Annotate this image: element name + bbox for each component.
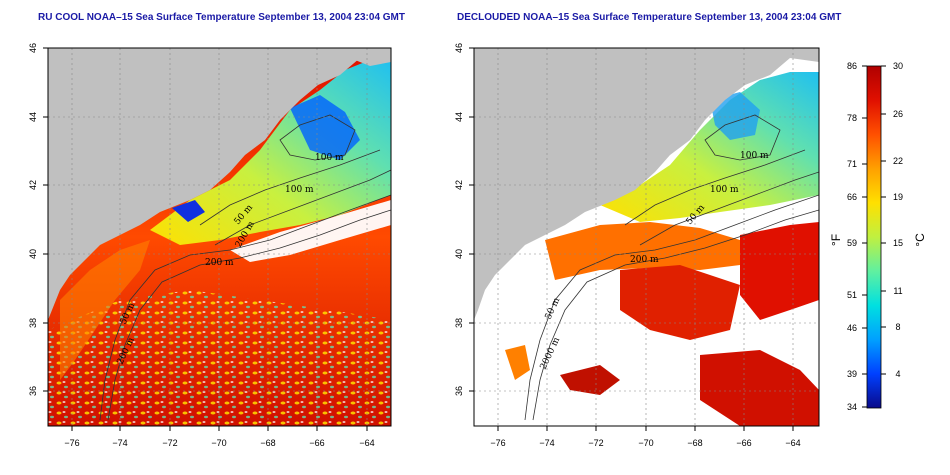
left-lon-tick: −66 xyxy=(309,438,324,448)
left-lon-tick: −76 xyxy=(64,438,79,448)
colorbar-tick-f: 39 xyxy=(847,369,857,379)
left-lon-tick: −72 xyxy=(162,438,177,448)
colorbar-tick-c: 19 xyxy=(893,192,903,202)
left-map-label-100m-gulf: 100 m xyxy=(315,153,344,163)
colorbar-tick-c: 22 xyxy=(893,156,903,166)
right-lat-tick: 36 xyxy=(454,386,464,396)
right-lat-tick: 44 xyxy=(454,112,464,122)
colorbar-unit-celsius: °C xyxy=(913,233,927,247)
right-map-warm-east xyxy=(740,222,819,320)
right-lat-tick: 40 xyxy=(454,249,464,259)
colorbar-gradient xyxy=(866,65,882,409)
left-lat-tick: 38 xyxy=(28,318,38,328)
right-map-label-100m: 100 m xyxy=(710,185,739,195)
colorbar-unit-fahrenheit: °F xyxy=(829,234,843,246)
right-lon-tick: −72 xyxy=(588,438,603,448)
right-map-land xyxy=(474,48,819,320)
left-map-cloud-band xyxy=(230,200,391,262)
left-map-cold-core xyxy=(290,95,360,160)
colorbar-tick-c: 4 xyxy=(895,369,900,379)
right-map-cold-core xyxy=(710,92,760,140)
left-map-contour-200m xyxy=(99,194,391,421)
right-map-grid xyxy=(474,48,819,426)
right-map-warm-center xyxy=(620,265,740,340)
left-map-land xyxy=(48,48,391,320)
left-lon-tick: −74 xyxy=(112,438,127,448)
colorbar-tick-c: 26 xyxy=(893,109,903,119)
colorbar-tick-c: 8 xyxy=(895,322,900,332)
colorbar-tick-f: 59 xyxy=(847,238,857,248)
left-map-nova-scotia xyxy=(330,48,391,66)
colorbar-tick-f: 66 xyxy=(847,192,857,202)
left-map-contour-100m xyxy=(214,169,391,246)
right-map-label-100m-gulf: 100 m xyxy=(740,151,769,161)
colorbar-tick-c: 11 xyxy=(893,286,902,296)
right-map-warm-south xyxy=(700,350,819,426)
right-map-contour-200m xyxy=(524,194,819,421)
colorbar-tick-f: 71 xyxy=(847,159,857,169)
colorbar-tick-c: 30 xyxy=(893,61,903,71)
left-map-contour-50m xyxy=(199,149,381,226)
colorbar-tick-f: 51 xyxy=(847,290,857,300)
colorbar: 86 78 71 66 59 51 46 39 34 30 26 22 19 1… xyxy=(829,61,927,412)
left-map-label-100m: 100 m xyxy=(285,185,314,195)
colorbar-tick-f: 34 xyxy=(847,402,857,412)
right-lat-tick: 46 xyxy=(454,43,464,53)
left-lat-tick: 42 xyxy=(28,180,38,190)
left-map-mid-atlantic-shelf xyxy=(60,240,150,380)
right-map-label-200m: 200 m xyxy=(630,255,659,265)
colorbar-tick-f: 86 xyxy=(847,61,857,71)
left-lat-tick: 40 xyxy=(28,249,38,259)
left-lat-tick: 36 xyxy=(28,386,38,396)
left-lat-tick: 46 xyxy=(28,43,38,53)
right-map-warm-sw xyxy=(560,365,620,395)
right-map-nearshore xyxy=(505,345,530,380)
right-lon-tick: −76 xyxy=(490,438,505,448)
left-map-axes: −76 −74 −72 −70 −68 −66 −64 36 38 40 42 … xyxy=(28,43,375,448)
right-lon-tick: −66 xyxy=(736,438,751,448)
left-map: 100 m 100 m 50 m 200 m 200 m 50 m 200 m xyxy=(48,48,391,426)
right-lon-tick: −74 xyxy=(539,438,554,448)
left-map-cold-patch xyxy=(172,200,205,222)
colorbar-tick-c: 15 xyxy=(893,238,903,248)
right-map-contour-2000m xyxy=(532,209,819,421)
right-lon-tick: −70 xyxy=(638,438,653,448)
left-map-label-200m: 200 m xyxy=(205,258,234,268)
right-map-axes: −76 −74 −72 −70 −68 −66 −64 36 38 40 42 … xyxy=(454,43,801,448)
left-lon-tick: −70 xyxy=(211,438,226,448)
right-map: 100 m 100 m 50 m 200 m 50 m 2000 m xyxy=(474,48,819,426)
left-map-contour-2000m xyxy=(107,209,391,421)
left-lon-tick: −68 xyxy=(260,438,275,448)
right-lat-tick: 42 xyxy=(454,180,464,190)
left-map-title: RU COOL NOAA–15 Sea Surface Temperature … xyxy=(38,12,405,23)
colorbar-tick-f: 78 xyxy=(847,113,857,123)
right-map-title: DECLOUDED NOAA–15 Sea Surface Temperatur… xyxy=(457,12,842,23)
right-lon-tick: −64 xyxy=(785,438,800,448)
right-map-warm-shelf xyxy=(545,222,740,280)
left-map-grid xyxy=(48,48,391,426)
left-lon-tick: −64 xyxy=(359,438,374,448)
right-map-contour-100m xyxy=(639,171,819,246)
left-lat-tick: 44 xyxy=(28,112,38,122)
right-lon-tick: −68 xyxy=(687,438,702,448)
right-map-contour-50m xyxy=(624,149,806,226)
colorbar-tick-f: 46 xyxy=(847,323,857,333)
right-lat-tick: 38 xyxy=(454,318,464,328)
left-map-contour-gulf xyxy=(279,114,356,161)
right-map-contour-gulf xyxy=(704,114,781,161)
